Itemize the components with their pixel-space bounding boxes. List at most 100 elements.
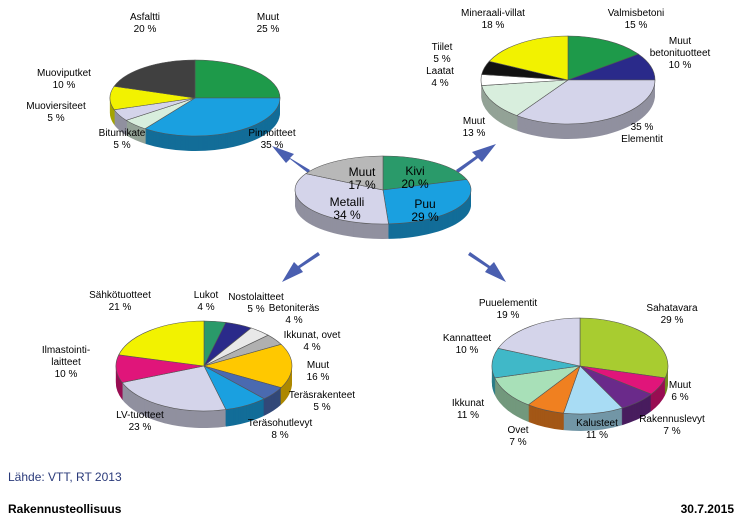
slice	[194, 59, 281, 99]
slice	[516, 79, 656, 125]
category-label: Ikkunat	[451, 398, 485, 409]
value-label: 15 %	[624, 20, 648, 31]
data-label: Teräsohutlevyt 8 %	[248, 418, 312, 442]
category-label: Elementit	[621, 134, 663, 145]
value-label: 4 %	[285, 315, 303, 326]
data-label: Muut 25 %	[257, 12, 280, 36]
value-label: 11 %	[585, 430, 609, 441]
data-label: Puu 29 %	[411, 198, 438, 224]
data-label: Metalli 34 %	[330, 196, 365, 222]
arrow	[282, 252, 320, 282]
value-label: 20 %	[401, 177, 429, 191]
pie-chart	[109, 59, 281, 151]
arrow	[468, 252, 506, 282]
category-label: Ilmastointi-laitteet	[41, 345, 91, 368]
category-label: Sähkötuotteet	[89, 290, 151, 301]
category-label: Tiilet	[431, 42, 453, 53]
category-label: Teräsrakenteet	[288, 390, 356, 401]
value-label: 10 %	[668, 60, 692, 71]
category-label: Pinnoitteet	[248, 128, 296, 139]
slice	[579, 317, 669, 379]
arrow	[456, 144, 496, 173]
data-label: Ikkunat 11 %	[452, 398, 484, 422]
category-label: Ikkunat, ovet	[283, 330, 341, 341]
data-label: Lukot 4 %	[194, 290, 218, 314]
value-label: 35 %	[260, 140, 284, 151]
value-label: 29 %	[411, 210, 439, 224]
data-label: Kalusteet 11 %	[576, 418, 618, 442]
slice	[202, 343, 293, 389]
value-label: 25 %	[256, 24, 280, 35]
value-label: 4 %	[431, 78, 449, 89]
value-label: 21 %	[108, 302, 132, 313]
category-label: Puu	[414, 197, 436, 211]
data-label: Muut betonituotteet 10 %	[645, 36, 715, 72]
category-label: Laatat	[426, 66, 454, 77]
category-label: Muut	[256, 12, 280, 23]
slice	[481, 79, 570, 116]
value-label: 29 %	[660, 315, 684, 326]
organization: Rakennusteollisuus	[8, 502, 122, 516]
value-label: 11 %	[456, 410, 480, 421]
value-label: 5 %	[47, 113, 65, 124]
slice	[497, 317, 581, 367]
slice	[113, 59, 196, 99]
value-label: 6 %	[671, 392, 689, 403]
value-label: 10 %	[54, 369, 78, 380]
category-label: Kannatteet	[442, 333, 492, 344]
value-label: 20 %	[133, 24, 157, 35]
category-label: Teräsohutlevyt	[247, 418, 313, 429]
pie-chart	[491, 317, 669, 431]
value-label: 10 %	[52, 80, 76, 91]
category-label: Muut	[668, 380, 692, 391]
data-label: Bitumikate 5 %	[99, 128, 146, 152]
data-label: Sahatavara 29 %	[646, 303, 697, 327]
value-label: 5 %	[313, 402, 331, 413]
value-label: 17 %	[348, 178, 376, 192]
slice	[382, 155, 468, 191]
category-label: Ovet	[507, 425, 529, 436]
data-label: Sähkötuotteet 21 %	[89, 290, 151, 314]
value-label: 35 %	[630, 122, 654, 133]
value-label: 23 %	[128, 422, 152, 433]
data-label: LV-tuotteet 23 %	[116, 410, 164, 434]
data-label: Ikkunat, ovet 4 %	[284, 330, 341, 354]
value-label: 13 %	[462, 128, 486, 139]
data-label: 35 % Elementit	[621, 122, 663, 146]
value-label: 34 %	[333, 208, 361, 222]
value-label: 10 %	[455, 345, 479, 356]
value-label: 18 %	[481, 20, 505, 31]
category-label: Muoviputket	[37, 68, 91, 79]
data-label: Rakennuslevyt 7 %	[639, 414, 705, 438]
date: 30.7.2015	[680, 502, 734, 516]
data-label: Mineraali-villat 18 %	[461, 8, 525, 32]
source: Lähde: VTT, RT 2013	[8, 470, 122, 484]
value-label: 5 %	[247, 304, 265, 315]
value-label: 19 %	[496, 310, 520, 321]
category-label: Muut betonituotteet	[649, 36, 711, 59]
slice	[567, 35, 640, 81]
pie-chart	[480, 35, 656, 139]
category-label: Rakennuslevyt	[639, 414, 705, 425]
category-label: Muut	[306, 360, 330, 371]
slice	[144, 97, 281, 137]
category-label: Metalli	[329, 195, 365, 209]
category-label: Puuelementit	[478, 298, 538, 309]
data-label: Kivi 20 %	[401, 165, 428, 191]
data-label: Nostolaitteet 5 %	[228, 292, 284, 316]
pie-chart	[115, 320, 293, 428]
slice	[121, 365, 227, 412]
arrows	[272, 144, 506, 282]
data-label: Pinnoitteet 35 %	[248, 128, 295, 152]
category-label: Asfaltti	[129, 12, 161, 23]
data-label: Muut 13 %	[463, 116, 486, 140]
slice	[488, 35, 569, 81]
data-label: Betoniteräs 4 %	[269, 303, 320, 327]
value-label: 7 %	[509, 437, 527, 448]
data-label: Tiilet 5 %	[432, 42, 453, 66]
value-label: 7 %	[663, 426, 681, 437]
data-label: Muut 6 %	[669, 380, 691, 404]
category-label: Lukot	[193, 290, 219, 301]
category-label: Muut	[462, 116, 486, 127]
